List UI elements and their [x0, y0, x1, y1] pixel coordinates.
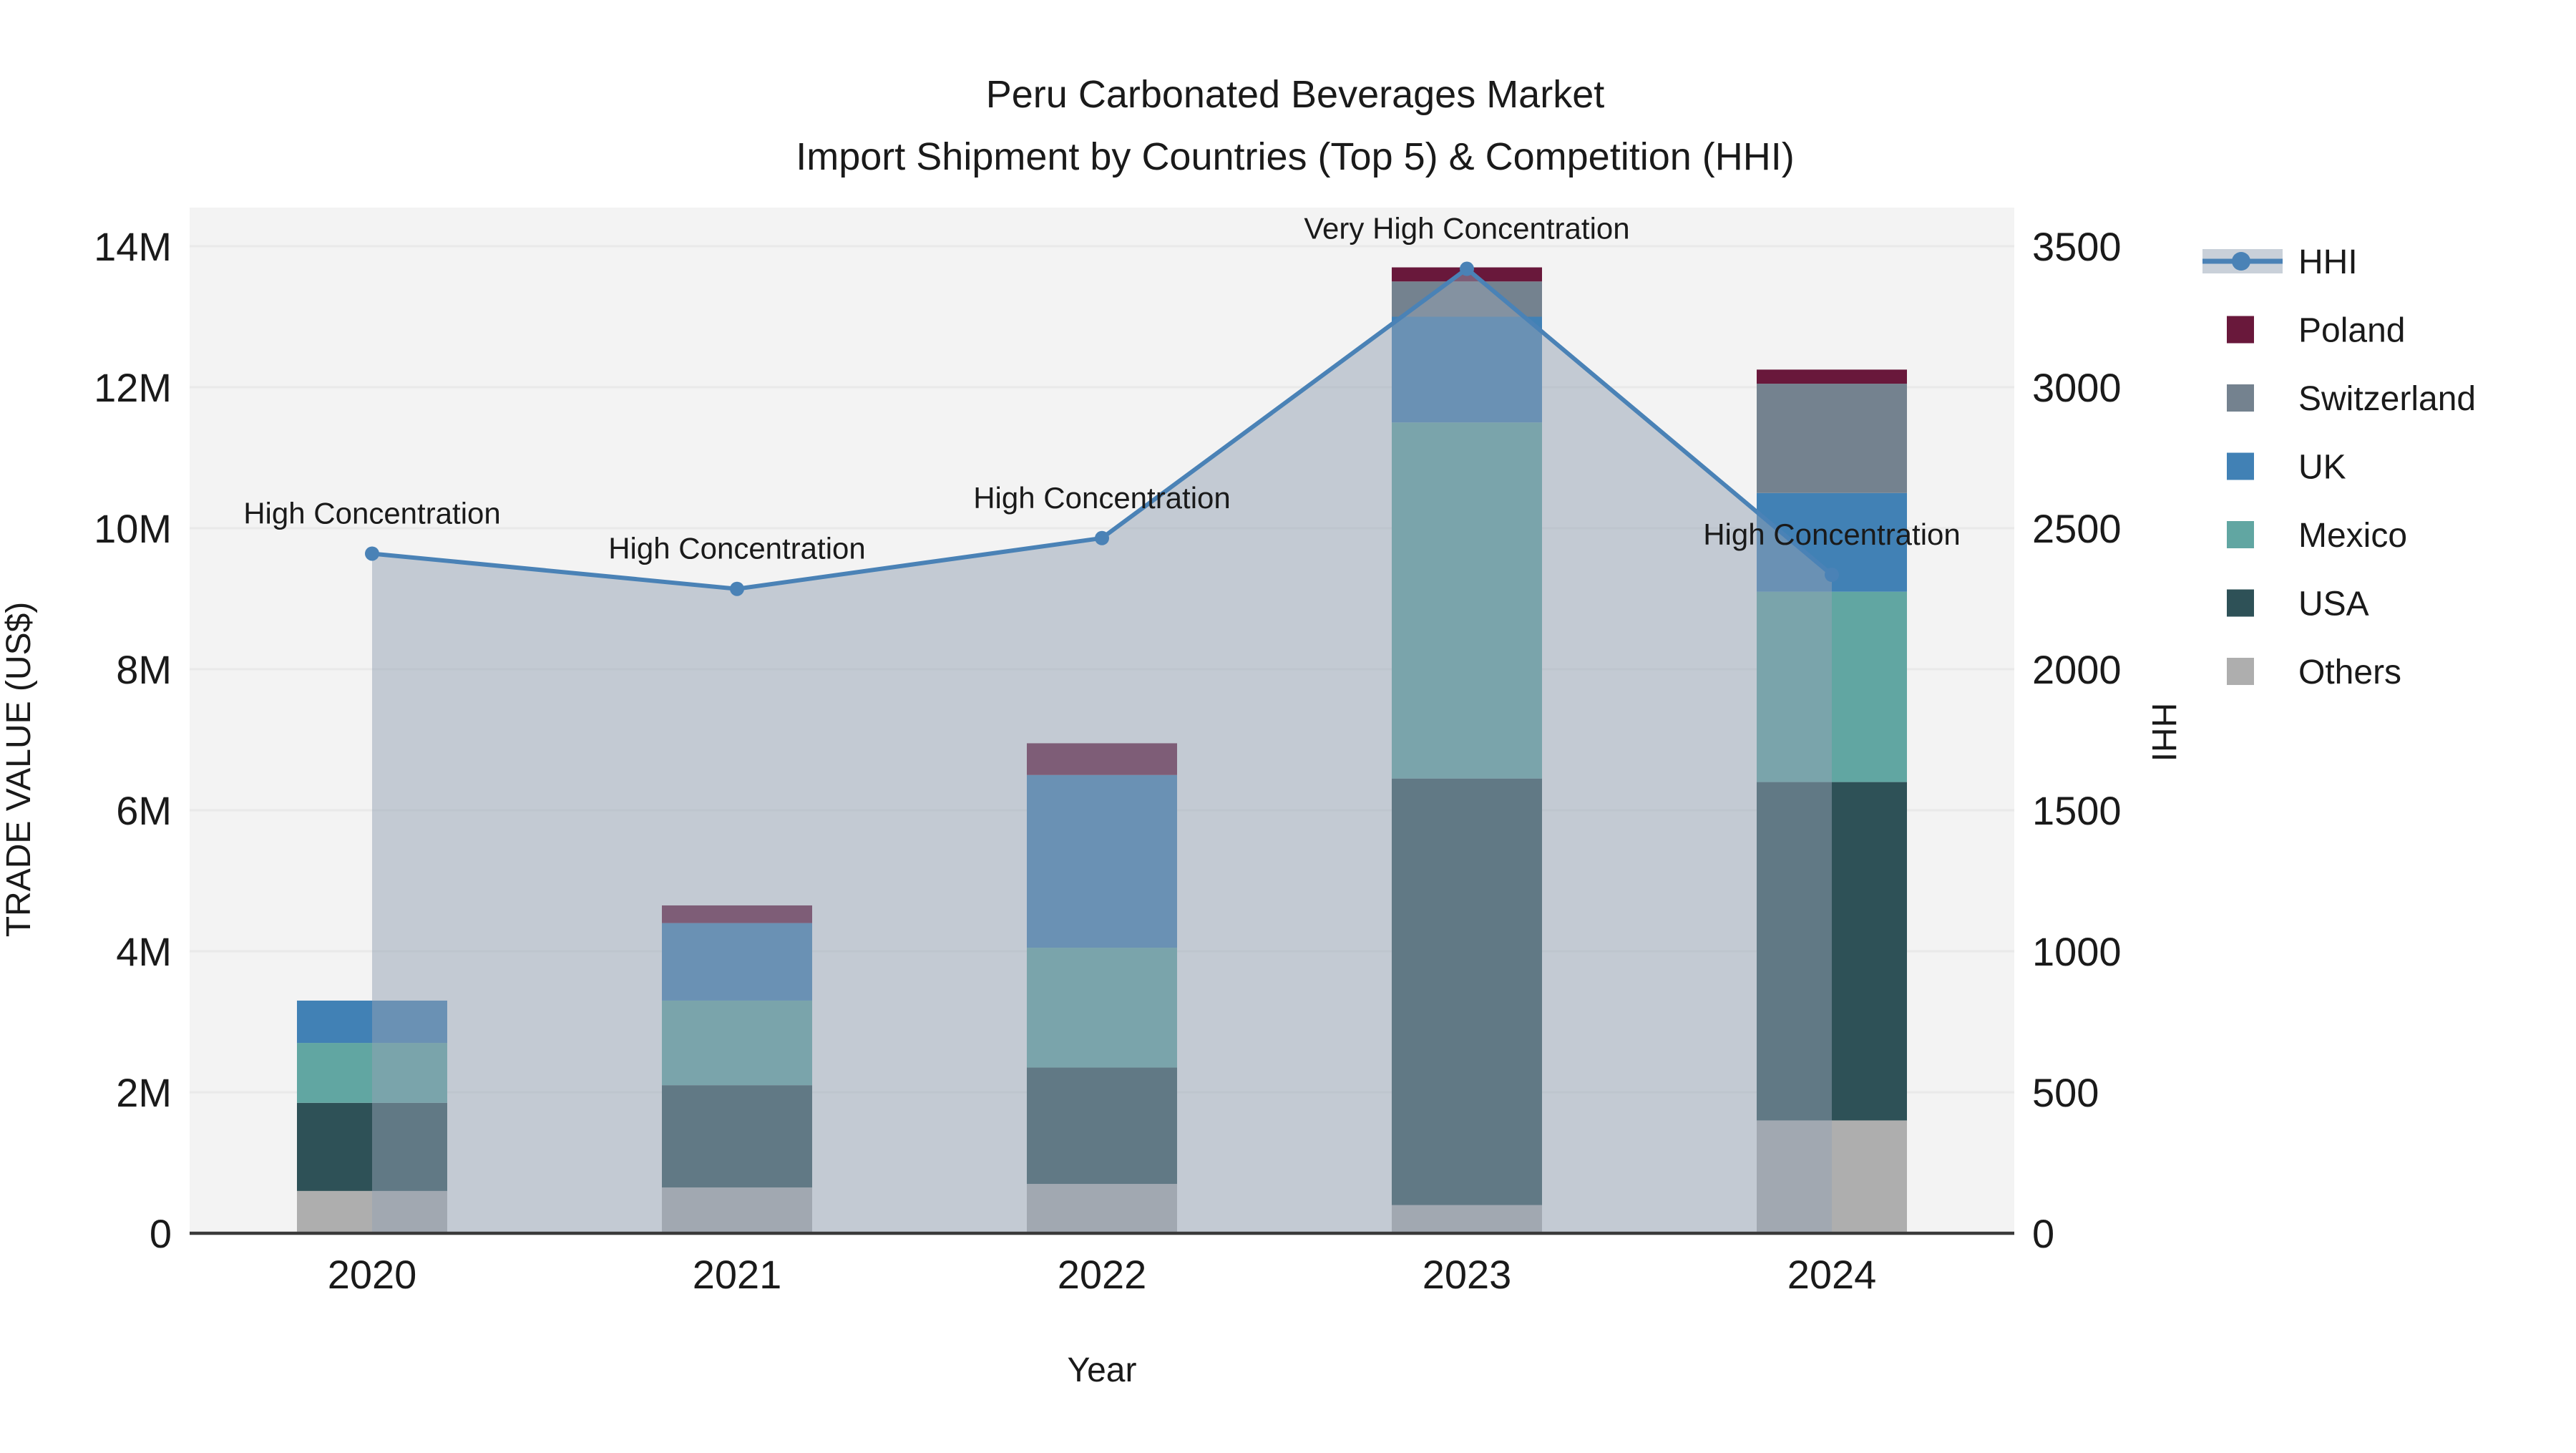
y-tick-left-14M: 14M	[94, 224, 172, 269]
chart-title-line2: Import Shipment by Countries (Top 5) & C…	[796, 135, 1795, 178]
legend: HHI Poland Switzerland UK Mexico USA Others	[2202, 243, 2476, 691]
legend-swatch-switzerland	[2227, 384, 2254, 412]
legend-label-uk: UK	[2298, 449, 2346, 487]
hhi-marker-2023	[1460, 261, 1474, 276]
hhi-markers	[365, 261, 1839, 596]
legend-label-mexico: Mexico	[2298, 517, 2407, 555]
legend-item-usa: USA	[2227, 585, 2369, 623]
left-axis-tick-labels: 0 2M 4M 6M 8M 10M 12M 14M	[94, 224, 172, 1256]
legend-swatch-poland	[2227, 316, 2254, 344]
annotation-2020: High Concentration	[243, 496, 501, 530]
y-tick-right-3000: 3000	[2032, 365, 2122, 410]
x-axis-title: Year	[1068, 1351, 1137, 1389]
legend-swatch-others	[2227, 658, 2254, 685]
annotation-2021: High Concentration	[608, 532, 866, 565]
y-axis-title-right: HHI	[2145, 703, 2182, 762]
x-axis-tick-labels: 2020 2021 2022 2023 2024	[328, 1252, 1877, 1297]
hhi-marker-2020	[365, 546, 379, 561]
y-axis-title-left: TRADE VALUE (US$)	[0, 602, 38, 938]
legend-item-mexico: Mexico	[2227, 517, 2407, 555]
annotation-2023: Very High Concentration	[1304, 212, 1629, 246]
y-tick-right-2000: 2000	[2032, 647, 2122, 692]
y-tick-left-4M: 4M	[116, 929, 172, 974]
legend-hhi-marker-sample	[2232, 252, 2250, 271]
chart-title-line1: Peru Carbonated Beverages Market	[986, 73, 1604, 116]
annotation-2022: High Concentration	[973, 481, 1231, 515]
y-tick-left-2M: 2M	[116, 1070, 172, 1115]
annotation-2024: High Concentration	[1703, 517, 1961, 551]
bar-segment-poland-2024	[1757, 369, 1907, 384]
y-tick-left-8M: 8M	[116, 647, 172, 692]
y-tick-left-0: 0	[150, 1211, 172, 1256]
legend-swatch-usa	[2227, 589, 2254, 617]
y-tick-right-1500: 1500	[2032, 788, 2122, 833]
legend-label-others: Others	[2298, 653, 2401, 691]
hhi-marker-2021	[730, 581, 744, 596]
y-tick-right-0: 0	[2032, 1211, 2054, 1256]
legend-label-hhi: HHI	[2298, 243, 2358, 281]
y-tick-left-10M: 10M	[94, 506, 172, 551]
legend-item-hhi: HHI	[2202, 243, 2358, 281]
annotations: High Concentration High Concentration High…	[243, 212, 1961, 565]
y-tick-right-1000: 1000	[2032, 929, 2122, 974]
hhi-area-polygon	[372, 268, 1832, 1233]
hhi-area-fill	[372, 268, 1832, 1233]
bar-segment-switzerland-2024	[1757, 384, 1907, 493]
legend-item-others: Others	[2227, 653, 2401, 691]
y-tick-left-6M: 6M	[116, 788, 172, 833]
x-tick-2023: 2023	[1423, 1252, 1512, 1297]
y-tick-right-3500: 3500	[2032, 224, 2122, 269]
x-tick-2024: 2024	[1787, 1252, 1877, 1297]
hhi-marker-2022	[1095, 530, 1109, 545]
legend-label-usa: USA	[2298, 585, 2369, 623]
y-tick-left-12M: 12M	[94, 365, 172, 410]
legend-label-poland: Poland	[2298, 312, 2405, 350]
legend-swatch-mexico	[2227, 521, 2254, 548]
x-tick-2022: 2022	[1058, 1252, 1147, 1297]
hhi-marker-2024	[1825, 568, 1839, 583]
x-tick-2021: 2021	[693, 1252, 782, 1297]
legend-item-switzerland: Switzerland	[2227, 380, 2476, 418]
legend-item-uk: UK	[2227, 449, 2346, 487]
legend-swatch-uk	[2227, 452, 2254, 480]
right-axis-tick-labels: 0 500 1000 1500 2000 2500 3000 3500	[2032, 224, 2122, 1256]
y-tick-right-500: 500	[2032, 1070, 2099, 1115]
y-tick-right-2500: 2500	[2032, 506, 2122, 551]
legend-label-switzerland: Switzerland	[2298, 380, 2476, 418]
x-tick-2020: 2020	[328, 1252, 417, 1297]
legend-item-poland: Poland	[2227, 312, 2405, 350]
